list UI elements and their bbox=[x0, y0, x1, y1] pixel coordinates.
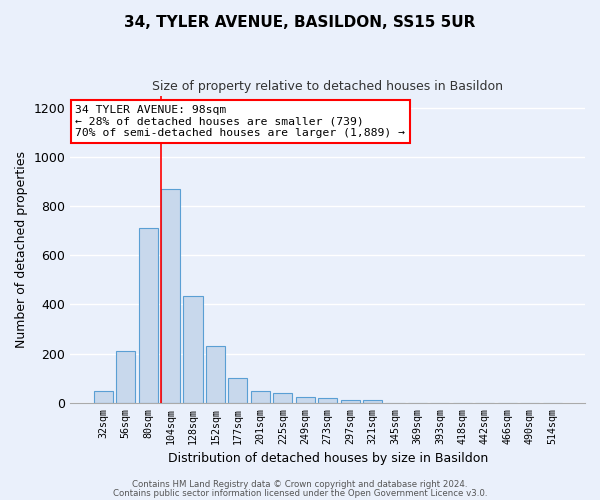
Bar bbox=[206, 346, 225, 403]
Title: Size of property relative to detached houses in Basildon: Size of property relative to detached ho… bbox=[152, 80, 503, 93]
Bar bbox=[184, 296, 203, 403]
Bar bbox=[161, 189, 180, 403]
X-axis label: Distribution of detached houses by size in Basildon: Distribution of detached houses by size … bbox=[167, 452, 488, 465]
Y-axis label: Number of detached properties: Number of detached properties bbox=[15, 150, 28, 348]
Bar bbox=[318, 398, 337, 403]
Bar bbox=[251, 391, 270, 403]
Bar bbox=[94, 390, 113, 403]
Bar bbox=[116, 351, 135, 403]
Bar bbox=[296, 396, 315, 403]
Bar bbox=[229, 378, 247, 403]
Bar bbox=[341, 400, 359, 403]
Text: Contains public sector information licensed under the Open Government Licence v3: Contains public sector information licen… bbox=[113, 488, 487, 498]
Text: Contains HM Land Registry data © Crown copyright and database right 2024.: Contains HM Land Registry data © Crown c… bbox=[132, 480, 468, 489]
Bar bbox=[139, 228, 158, 403]
Text: 34 TYLER AVENUE: 98sqm
← 28% of detached houses are smaller (739)
70% of semi-de: 34 TYLER AVENUE: 98sqm ← 28% of detached… bbox=[76, 105, 406, 138]
Bar bbox=[363, 400, 382, 403]
Bar bbox=[273, 393, 292, 403]
Text: 34, TYLER AVENUE, BASILDON, SS15 5UR: 34, TYLER AVENUE, BASILDON, SS15 5UR bbox=[124, 15, 476, 30]
